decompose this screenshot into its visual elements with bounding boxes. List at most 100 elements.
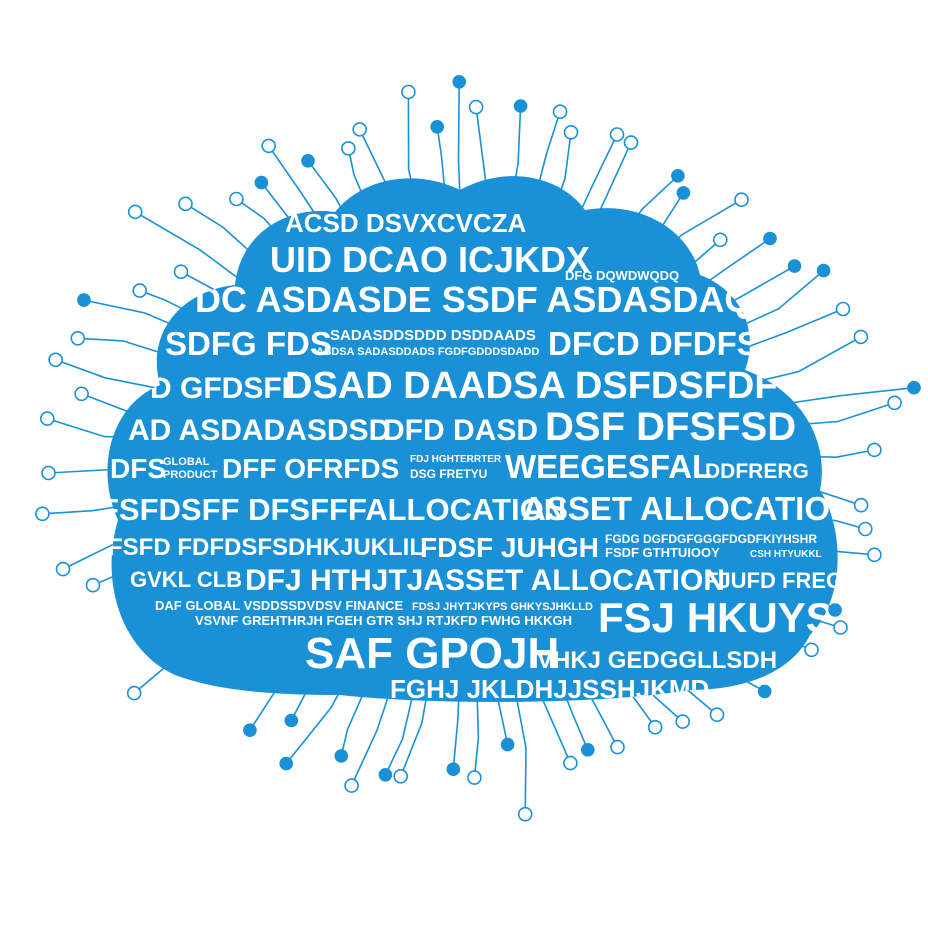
- circuit-node-filled: [301, 154, 315, 168]
- circuit-node-hollow: [35, 506, 50, 522]
- circuit-node-hollow: [867, 442, 882, 458]
- cloud-word: DC ASDASDE SSDF ASDASDAQD: [195, 279, 778, 320]
- cloud-word: FJUFD FREG: [705, 568, 843, 593]
- cloud-word: UID DCAO ICJKDX: [270, 239, 590, 280]
- circuit-node-hollow: [39, 411, 55, 426]
- cloud-word: FSFDSFF DFSFFFALLOCATION: [100, 492, 566, 527]
- circuit-node-hollow: [173, 264, 189, 280]
- circuit-node-hollow: [647, 719, 663, 735]
- circuit-node-hollow: [867, 547, 882, 563]
- cloud-word: VSVNF GREHTHRJH FGEH GTR SHJ RTJKFD FWHG…: [195, 613, 572, 628]
- cloud-word: DDFRERG: [705, 460, 809, 483]
- circuit-node-hollow: [178, 196, 193, 212]
- circuit-node-hollow: [853, 497, 869, 513]
- circuit-node-filled: [763, 231, 777, 246]
- circuit-trace: [741, 308, 844, 350]
- circuit-node-hollow: [55, 561, 71, 577]
- cloud-word: FDSJ JHYTJKYPS GHKYSJHKLLD: [412, 601, 593, 613]
- cloud-shape: [107, 176, 838, 702]
- cloud-word: GLOBAL: [163, 456, 210, 468]
- circuit-node-hollow: [887, 395, 902, 411]
- circuit-node-filled: [77, 293, 91, 307]
- circuit-node-hollow: [467, 770, 482, 785]
- cloud-word: GVKL CLB: [130, 567, 242, 592]
- cloud-word: DFD DASD: [383, 414, 538, 447]
- circuit-node-filled: [378, 767, 393, 782]
- circuit-node-filled: [500, 737, 515, 752]
- circuit-node-hollow: [48, 352, 63, 368]
- cloud-word: DSAD DAADSA DSFDSFDF: [285, 365, 778, 407]
- circuit-node-hollow: [352, 122, 368, 137]
- cloud-word: SADASDDSDDD DSDDAADS: [330, 327, 536, 344]
- cloud-word: PRODUCT: [163, 469, 218, 481]
- circuit-node-hollow: [468, 99, 484, 115]
- circuit-node-hollow: [609, 127, 625, 142]
- circuit-node-filled: [757, 684, 772, 699]
- cloud-word: CSH HTYUKKL: [750, 549, 822, 560]
- cloud-word: WEEGESFAL: [505, 448, 712, 485]
- circuit-node-filled: [787, 259, 802, 273]
- circuit-node-hollow: [401, 84, 416, 100]
- circuit-node-hollow: [70, 330, 86, 346]
- circuit-node-hollow: [261, 138, 277, 154]
- circuit-node-hollow: [857, 521, 873, 537]
- circuit-node-hollow: [734, 192, 749, 207]
- circuit-node-hollow: [835, 301, 851, 317]
- circuit-node-hollow: [344, 778, 359, 793]
- cloud-word: DSG FRETYU: [410, 467, 487, 481]
- circuit-node-hollow: [74, 386, 89, 402]
- circuit-node-hollow: [709, 707, 725, 723]
- circuit-node-filled: [676, 186, 691, 200]
- cloud-word: FSFD FDFDSFSDHKJUKLIL: [108, 534, 424, 561]
- cloud-word: ASSET ALLOCATION: [522, 490, 854, 527]
- circuit-node-hollow: [623, 135, 639, 150]
- circuit-node-hollow: [126, 685, 142, 701]
- cloud-word: FGDG DGFDGFGGGFDGDFKIYHSHR: [605, 532, 817, 546]
- cloud-word: ACSD DSVXCVCZA: [285, 208, 526, 238]
- cloud-word: SAF GPOJH: [305, 629, 559, 678]
- circuit-trace: [55, 359, 176, 393]
- circuit-node-hollow: [393, 768, 409, 784]
- circuit-node-filled: [816, 263, 831, 278]
- cloud-word: FSJ HKUYSS: [598, 594, 862, 641]
- cloud-word: VHKJ GEDGGLLSDH: [537, 647, 777, 674]
- cloud-word: DFG DQWDWQDQ: [565, 268, 679, 283]
- circuit-node-filled: [279, 756, 294, 771]
- circuit-node-hollow: [563, 755, 578, 771]
- cloud-word: AD ASDADASDSD: [128, 414, 390, 447]
- circuit-node-hollow: [229, 191, 244, 207]
- cloud-word: DAF GLOBAL VSDDSSDVDSV FINANCE: [155, 598, 404, 613]
- cloud-word: FGHJ JKLDHJJSSHJKMD: [390, 674, 709, 704]
- circuit-node-hollow: [853, 329, 869, 345]
- circuit-node-filled: [671, 169, 685, 183]
- circuit-node-filled: [446, 762, 461, 777]
- word-cloud: ACSD DSVXCVCZA UID DCAO ICJKDX DFG DQWDW…: [100, 208, 862, 704]
- cloud-word: ASDSA SADASDDADS FGDFGDDDSDADD: [316, 346, 539, 358]
- circuit-node-filled: [334, 749, 349, 763]
- cloud-word: SDFG FDS: [165, 325, 332, 362]
- circuit-node-hollow: [804, 642, 819, 658]
- circuit-node-filled: [580, 742, 595, 757]
- circuit-node-hollow: [552, 104, 568, 119]
- circuit-node-hollow: [41, 465, 56, 481]
- cloud-word: DFJ HTHJTJASSET ALLOCATION: [245, 564, 725, 597]
- circuit-node-hollow: [127, 204, 143, 220]
- circuit-node-filled: [254, 175, 269, 190]
- circuit-node-filled: [907, 380, 921, 395]
- cloud-word: DFS: [110, 453, 166, 484]
- circuit-node-filled: [430, 120, 445, 134]
- circuit-node-hollow: [132, 283, 147, 298]
- circuit-node-filled: [284, 713, 299, 728]
- circuit-node-hollow: [610, 739, 625, 755]
- circuit-node-filled: [452, 75, 467, 89]
- circuit-node-hollow: [675, 714, 691, 729]
- circuit-node-hollow: [85, 577, 101, 593]
- cloud-word: D GFDSFL: [150, 372, 300, 405]
- cloud-word: FSDF GTHTUIOOY: [605, 545, 720, 560]
- circuit-node-filled: [243, 723, 257, 738]
- circuit-node-filled: [513, 99, 528, 113]
- circuit-node-hollow: [712, 232, 728, 248]
- circuit-node-hollow: [341, 141, 356, 156]
- cloud-word: FDJ HGHTERRTER: [410, 454, 502, 465]
- cloud-word: DFCD DFDFSI: [548, 325, 768, 362]
